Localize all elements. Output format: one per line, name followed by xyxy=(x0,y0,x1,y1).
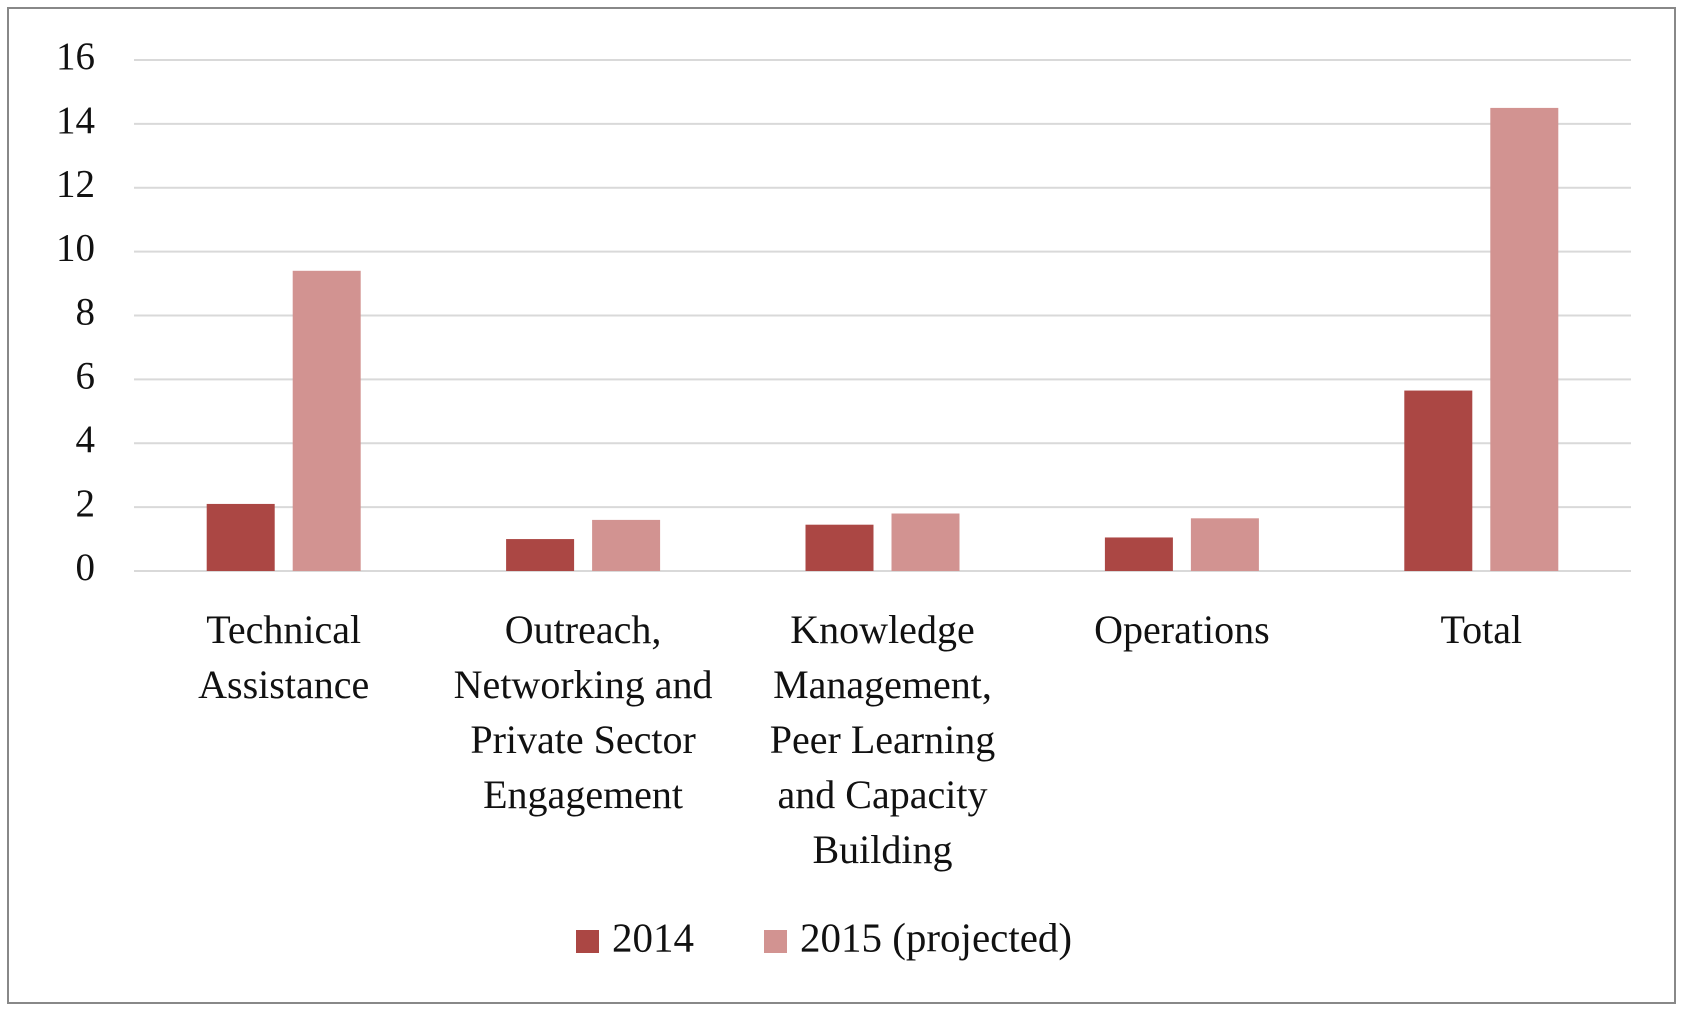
bar xyxy=(506,539,575,571)
y-tick-label: 10 xyxy=(56,227,95,270)
y-tick-label: 4 xyxy=(76,418,96,461)
bar xyxy=(206,503,275,571)
y-tick-label: 6 xyxy=(76,354,96,397)
bar xyxy=(805,524,874,571)
x-tick-label: Outreach, Networking and Private Sector … xyxy=(453,607,713,817)
y-tick-label: 2 xyxy=(76,482,96,525)
y-tick-label: 8 xyxy=(76,290,96,333)
bar xyxy=(891,513,960,571)
bar xyxy=(592,519,661,571)
bar xyxy=(1190,518,1259,571)
y-tick-label: 12 xyxy=(56,163,95,206)
y-tick-label: 0 xyxy=(76,546,96,589)
legend-swatch xyxy=(764,930,787,953)
y-tick-label: 16 xyxy=(56,35,95,78)
x-tick-label: Knowledge Management, Peer Learning and … xyxy=(769,607,996,872)
legend-label: 2015 (projected) xyxy=(800,914,1072,960)
y-tick-label: 14 xyxy=(56,99,95,142)
bar xyxy=(1404,390,1473,571)
x-tick-label: Technical Assistance xyxy=(198,607,370,707)
bar xyxy=(1490,107,1559,571)
bar xyxy=(1104,537,1173,571)
chart-frame xyxy=(7,7,1676,1004)
bar xyxy=(292,270,361,571)
legend-swatch xyxy=(576,930,599,953)
x-tick-label: Total xyxy=(1440,607,1523,652)
x-tick-label: Operations xyxy=(1094,607,1270,652)
legend-label: 2014 xyxy=(612,914,694,960)
